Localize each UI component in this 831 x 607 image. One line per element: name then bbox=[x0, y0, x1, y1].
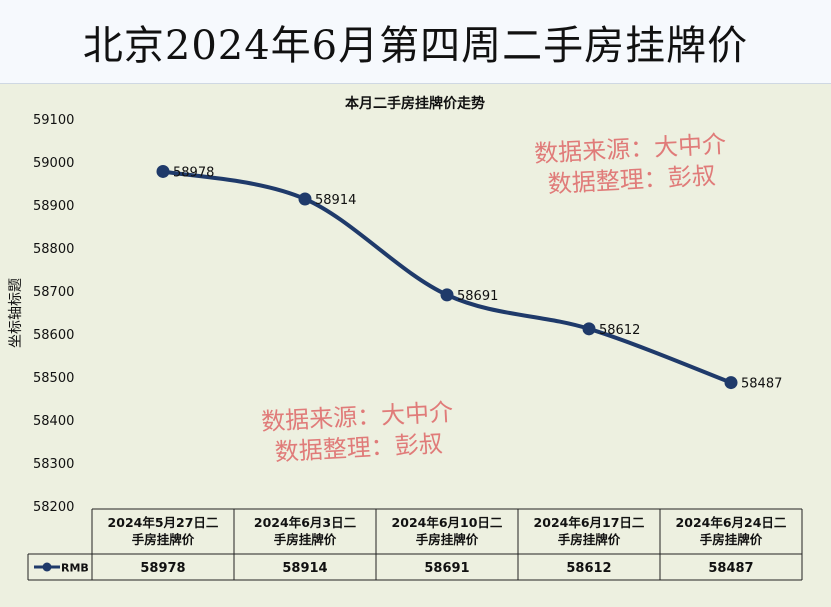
data-point bbox=[724, 376, 738, 390]
y-tick-label: 58500 bbox=[33, 371, 74, 386]
data-label: 58487 bbox=[741, 377, 782, 392]
data-point bbox=[440, 288, 454, 302]
y-axis-ticks: 59100 59000 58900 58800 58700 58600 58500 58400… bbox=[33, 113, 74, 515]
y-tick-label: 58900 bbox=[33, 199, 74, 214]
table-value-cell: 58487 bbox=[708, 561, 753, 576]
x-category-label: 2024年5月27日二手房挂牌价 bbox=[108, 515, 219, 547]
data-label: 58914 bbox=[315, 193, 356, 208]
watermark-bottom: 数据来源：大中介 数据整理：彭叔 bbox=[260, 397, 455, 469]
series-points bbox=[156, 164, 738, 390]
table-value-cell: 58612 bbox=[566, 561, 611, 576]
y-tick-label: 58600 bbox=[33, 328, 74, 343]
y-axis-title: 坐标轴标题 bbox=[8, 278, 24, 348]
y-tick-label: 59100 bbox=[33, 113, 74, 128]
line-chart: 本月二手房挂牌价走势 坐标轴标题 59100 59000 58900 58800 587… bbox=[8, 95, 803, 581]
x-category-label: 2024年6月3日二手房挂牌价 bbox=[254, 515, 357, 547]
data-labels: 58978 58914 58691 58612 58487 bbox=[173, 165, 782, 391]
y-tick-label: 58800 bbox=[33, 242, 74, 257]
x-category-label: 2024年6月10日二手房挂牌价 bbox=[392, 515, 503, 547]
title-banner: 北京2024年6月第四周二手房挂牌价 bbox=[0, 0, 831, 84]
watermark-top: 数据来源：大中介 数据整理：彭叔 bbox=[533, 129, 728, 201]
y-tick-label: 58200 bbox=[33, 500, 74, 515]
chart-area: 本月二手房挂牌价走势 坐标轴标题 59100 59000 58900 58800 587… bbox=[0, 84, 831, 607]
y-tick-label: 58400 bbox=[33, 414, 74, 429]
data-table: 2024年5月27日二手房挂牌价 2024年6月3日二手房挂牌价 2024年6月10… bbox=[27, 508, 803, 581]
data-point bbox=[156, 164, 170, 178]
y-tick-label: 58300 bbox=[33, 457, 74, 472]
x-category-label: 2024年6月17日二手房挂牌价 bbox=[534, 515, 645, 547]
table-value-cell: 58691 bbox=[424, 561, 469, 576]
legend-series-name: RMB bbox=[61, 562, 89, 575]
data-point bbox=[582, 322, 596, 336]
legend-key-marker bbox=[42, 562, 52, 572]
table-value-cell: 58978 bbox=[140, 561, 185, 576]
chart-title: 本月二手房挂牌价走势 bbox=[345, 95, 485, 112]
series-line-rmb bbox=[162, 169, 732, 385]
data-point bbox=[298, 192, 312, 206]
data-label: 58612 bbox=[599, 323, 640, 338]
y-tick-label: 58700 bbox=[33, 285, 74, 300]
data-label: 58691 bbox=[457, 289, 498, 304]
page-title: 北京2024年6月第四周二手房挂牌价 bbox=[82, 22, 749, 69]
data-label: 58978 bbox=[173, 165, 214, 180]
y-tick-label: 59000 bbox=[33, 156, 74, 171]
x-category-label: 2024年6月24日二手房挂牌价 bbox=[676, 515, 787, 547]
table-value-cell: 58914 bbox=[282, 561, 327, 576]
